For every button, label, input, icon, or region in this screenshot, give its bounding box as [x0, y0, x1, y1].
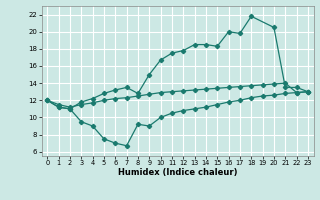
X-axis label: Humidex (Indice chaleur): Humidex (Indice chaleur) [118, 168, 237, 177]
